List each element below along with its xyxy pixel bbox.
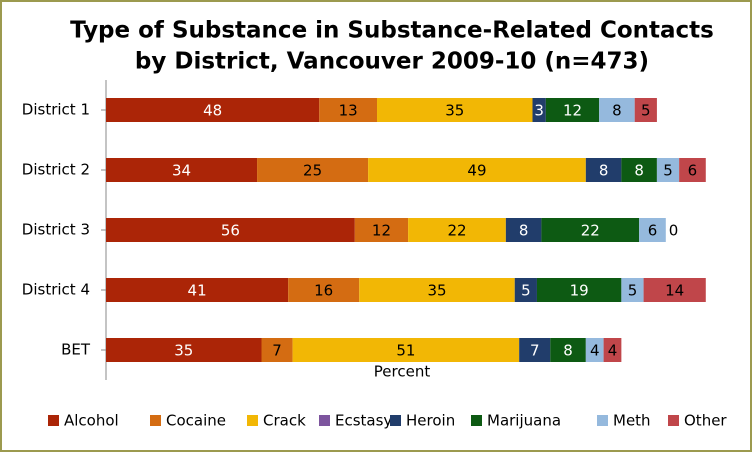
data-label: 4: [590, 342, 600, 360]
bar-segment: [319, 98, 378, 122]
legend-swatch: [247, 415, 258, 426]
bar-segment: [536, 278, 622, 302]
data-label: 22: [581, 222, 600, 240]
bar-segment: [621, 278, 644, 302]
data-label: 35: [445, 102, 464, 120]
data-label: 14: [665, 282, 684, 300]
legend-swatch: [48, 415, 59, 426]
data-label: 35: [174, 342, 193, 360]
data-label: 49: [467, 162, 486, 180]
data-label: 5: [663, 162, 673, 180]
x-axis-label: Percent: [374, 363, 431, 381]
legend-label: Cocaine: [166, 412, 226, 430]
legend-label: Meth: [613, 412, 651, 430]
data-label: 6: [648, 222, 658, 240]
bar-segment: [106, 158, 258, 182]
bar-segment: [106, 218, 355, 242]
legend-swatch: [390, 415, 401, 426]
legend-label: Heroin: [406, 412, 455, 430]
data-label: 8: [519, 222, 529, 240]
bar-segment: [599, 98, 635, 122]
chart-title: by District, Vancouver 2009-10 (n=473): [135, 49, 649, 75]
data-label: 8: [563, 342, 573, 360]
data-label: 0: [669, 222, 679, 240]
bar-segment: [106, 278, 289, 302]
data-label: 8: [599, 162, 609, 180]
data-label: 4: [608, 342, 618, 360]
data-label: 12: [563, 102, 582, 120]
legend-swatch: [150, 415, 161, 426]
bar-segment: [603, 338, 622, 362]
bar-segment: [656, 158, 680, 182]
bar-segment: [585, 338, 604, 362]
data-label: 13: [339, 102, 358, 120]
bar-segment: [377, 98, 533, 122]
legend-swatch: [319, 415, 330, 426]
bar-segment: [106, 98, 320, 122]
data-label: 8: [612, 102, 622, 120]
legend-label: Alcohol: [64, 412, 119, 430]
bar-segment: [621, 158, 657, 182]
bar-segment: [106, 338, 262, 362]
bar-segment: [519, 338, 551, 362]
data-label: 12: [372, 222, 391, 240]
data-label: 5: [521, 282, 531, 300]
bar-segment: [408, 218, 506, 242]
data-label: 8: [634, 162, 644, 180]
bar-segment: [292, 338, 520, 362]
y-tick-label: District 3: [22, 221, 90, 239]
bar-segment: [634, 98, 657, 122]
bar-segment: [532, 98, 546, 122]
bar-segment: [261, 338, 293, 362]
data-label: 7: [530, 342, 540, 360]
y-tick-label: BET: [61, 341, 91, 359]
bar-segment: [679, 158, 706, 182]
bar-segment: [359, 278, 515, 302]
data-label: 48: [203, 102, 222, 120]
data-label: 16: [314, 282, 333, 300]
bar-segment: [257, 158, 369, 182]
legend-label: Ecstasy: [335, 412, 392, 430]
data-label: 34: [172, 162, 191, 180]
data-label: 3: [534, 102, 544, 120]
data-label: 35: [427, 282, 446, 300]
data-label: 22: [447, 222, 466, 240]
bar-segment: [550, 338, 586, 362]
legend-label: Marijuana: [487, 412, 561, 430]
bar-segment: [288, 278, 360, 302]
y-tick-label: District 1: [22, 101, 90, 119]
data-label: 5: [628, 282, 638, 300]
y-tick-label: District 4: [22, 281, 90, 299]
legend-swatch: [597, 415, 608, 426]
bar-segment: [643, 278, 706, 302]
legend-swatch: [471, 415, 482, 426]
data-label: 7: [272, 342, 282, 360]
y-tick-label: District 2: [22, 161, 90, 179]
bar-segment: [368, 158, 586, 182]
legend-swatch: [668, 415, 679, 426]
bar-segment: [541, 218, 640, 242]
data-label: 41: [188, 282, 207, 300]
bar-segment: [639, 218, 666, 242]
bar-segment: [505, 218, 542, 242]
data-label: 56: [221, 222, 240, 240]
data-label: 25: [303, 162, 322, 180]
data-label: 51: [396, 342, 415, 360]
bar-segment: [354, 218, 409, 242]
data-label: 6: [688, 162, 698, 180]
data-label: 5: [641, 102, 651, 120]
chart-title: Type of Substance in Substance-Related C…: [70, 18, 714, 44]
legend-label: Other: [684, 412, 727, 430]
bar-segment: [545, 98, 600, 122]
bar-segment: [514, 278, 537, 302]
legend-label: Crack: [263, 412, 306, 430]
data-label: 19: [570, 282, 589, 300]
bar-segment: [585, 158, 622, 182]
